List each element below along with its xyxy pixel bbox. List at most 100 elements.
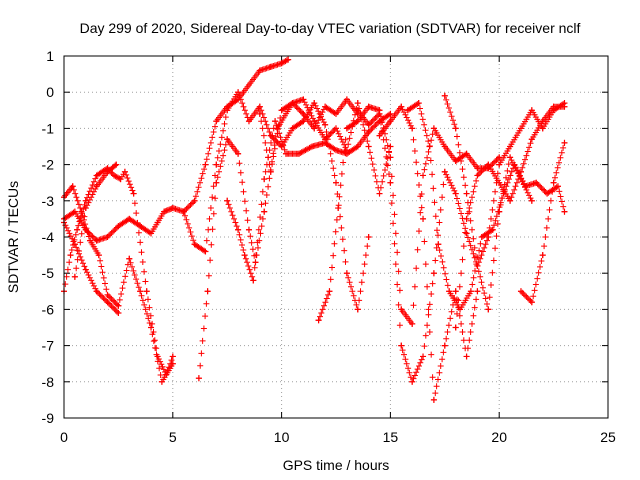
data-point (148, 230, 155, 237)
series-track-1 (61, 56, 292, 244)
data-point (376, 118, 383, 125)
data-point (245, 81, 252, 88)
data-point (507, 143, 514, 150)
x-axis-label: GPS time / hours (283, 457, 390, 473)
series-track-15 (452, 103, 568, 331)
data-point (78, 208, 85, 215)
data-point (158, 378, 165, 385)
data-point (71, 241, 78, 248)
data-point (87, 237, 94, 244)
data-point (278, 60, 285, 67)
data-point (235, 150, 242, 157)
data-point (104, 291, 111, 298)
data-point (343, 96, 350, 103)
data-point (387, 179, 394, 186)
y-tick-label: -3 (42, 193, 55, 209)
data-point (409, 378, 416, 385)
data-point (104, 299, 111, 306)
data-point (322, 121, 329, 128)
data-point (213, 179, 220, 186)
data-point (202, 161, 209, 168)
data-point (409, 125, 416, 132)
data-point (289, 125, 296, 132)
data-point (224, 197, 231, 204)
data-point (117, 176, 124, 183)
data-point (343, 125, 350, 132)
marker-trail-track-9 (256, 96, 394, 197)
y-tick-label: -6 (42, 301, 55, 317)
data-point (115, 310, 122, 317)
data-point (191, 197, 198, 204)
x-tick-label: 25 (600, 429, 616, 445)
data-point (309, 143, 316, 150)
data-point (550, 179, 557, 186)
data-point (115, 223, 122, 230)
data-point (441, 143, 448, 150)
data-point (343, 270, 350, 277)
data-point (300, 96, 307, 103)
data-point (224, 136, 231, 143)
data-point (335, 205, 342, 212)
data-point (95, 252, 102, 259)
data-point (241, 252, 248, 259)
data-point (452, 190, 459, 197)
data-point (463, 190, 470, 197)
data-point (420, 172, 427, 179)
data-point (154, 219, 161, 226)
data-point (333, 147, 339, 154)
marker-trail-track-7 (195, 96, 361, 382)
data-point (463, 230, 470, 237)
data-point (104, 168, 111, 175)
data-point (398, 306, 405, 313)
data-point (452, 125, 459, 132)
data-point (463, 150, 470, 157)
data-point (430, 270, 437, 277)
data-point (420, 353, 427, 360)
data-point (195, 375, 202, 382)
data-point (121, 168, 128, 175)
data-point (376, 132, 383, 139)
data-point (446, 288, 453, 295)
data-point (474, 288, 481, 295)
data-point (93, 172, 100, 179)
data-point (137, 288, 144, 295)
data-point (267, 63, 274, 70)
data-point (261, 176, 268, 183)
data-point (93, 183, 100, 190)
data-point (333, 179, 339, 186)
marker-trail-track-11 (354, 100, 568, 385)
x-tick-label: 5 (169, 429, 177, 445)
data-point (561, 139, 568, 146)
data-point (82, 266, 89, 273)
data-point (528, 299, 535, 306)
data-point (533, 179, 540, 186)
marker-trail-track-13 (404, 100, 568, 313)
data-point (71, 273, 78, 280)
data-point (202, 248, 209, 255)
data-point (74, 226, 81, 233)
data-point (169, 353, 176, 360)
data-point (315, 317, 322, 324)
series-track-5 (71, 161, 120, 280)
y-axis-label: SDTVAR / TECUs (5, 181, 21, 293)
data-point (517, 125, 524, 132)
y-tick-label: -7 (42, 338, 55, 354)
data-point (252, 259, 259, 266)
data-point (365, 103, 372, 110)
data-point (507, 154, 514, 161)
data-point (478, 234, 485, 240)
data-point (485, 306, 492, 313)
data-point (191, 241, 198, 248)
data-point (398, 103, 405, 110)
data-point (474, 262, 481, 269)
y-tick-label: -1 (42, 120, 55, 136)
data-point (180, 208, 187, 215)
data-point (245, 226, 252, 233)
data-point (528, 107, 535, 114)
series-track-9 (256, 96, 394, 197)
data-point (69, 183, 76, 190)
series-track-3 (61, 183, 176, 385)
data-point (544, 190, 551, 197)
data-point (113, 161, 120, 168)
data-point (126, 215, 133, 222)
